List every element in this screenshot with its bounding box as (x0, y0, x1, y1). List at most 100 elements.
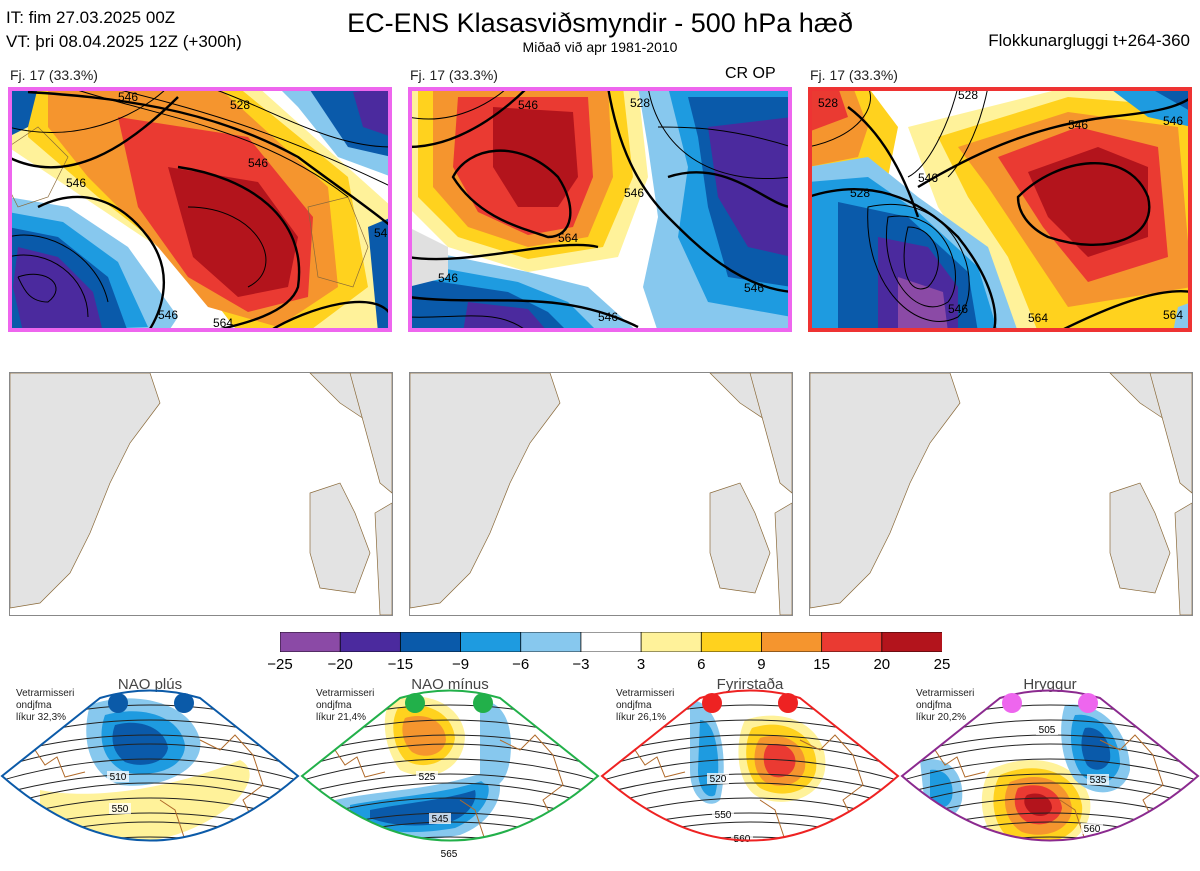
contour-label: 528 (630, 96, 650, 110)
anomaly-shading (981, 760, 1091, 841)
anomaly-shading (1014, 785, 1062, 825)
regime-badge (108, 693, 128, 713)
contour-label: 520 (710, 774, 727, 785)
contour-label: 550 (715, 810, 732, 821)
regime-badge (702, 693, 722, 713)
colorbar-swatch (279, 631, 342, 653)
contour-line (902, 821, 1198, 841)
contour-line (302, 734, 598, 762)
contour-label: 546 (1068, 118, 1088, 132)
anomaly-shading (402, 716, 446, 756)
contour-line (602, 734, 898, 762)
contour-line (602, 743, 898, 775)
contour-line (602, 836, 898, 841)
panel-2-label: Fj. 17 (33.3%) (410, 67, 498, 83)
colorbar-tick-label: −20 (327, 656, 353, 673)
panel-2-border (408, 87, 792, 332)
regime-stat-line: ondjfma (16, 700, 52, 711)
colorbar-tick-label: 20 (873, 656, 891, 673)
valid-time: VT: þri 08.04.2025 12Z (+300h) (6, 32, 242, 51)
contour-line (302, 821, 598, 841)
regime-stat-line: Vetrarmisseri (316, 688, 375, 699)
regime-stats: Vetrarmisseri ondjfma líkur 26,1% (616, 688, 674, 724)
colorbar-tick-label: −25 (267, 656, 293, 673)
contour-line (902, 743, 1198, 775)
regime-stat-line: líkur 20,2% (916, 712, 967, 723)
regime-stat-line: ondjfma (916, 700, 952, 711)
regime-badge (405, 693, 425, 713)
anomaly-shading (698, 720, 719, 797)
contour-label: 525 (419, 772, 436, 783)
contour-label: 546 (374, 226, 392, 240)
contour-label: 564 (213, 316, 233, 330)
anomaly-shading (384, 696, 465, 776)
cluster-map-3[interactable]: 528 528 546 546 546 528 546 564 564 (808, 87, 1192, 332)
anomaly-shading (1081, 727, 1111, 770)
regime-stats: Vetrarmisseri ondjfma líkur 32,3% (16, 688, 74, 724)
colorbar-tick-label: 6 (697, 656, 706, 673)
anomaly-shading (738, 715, 826, 802)
coastline (319, 734, 564, 841)
anomaly-shading (754, 735, 806, 786)
colorbar-tick-label: −3 (572, 656, 590, 673)
panel-3-label: Fj. 17 (33.3%) (810, 67, 898, 83)
colorbar-swatch (640, 631, 703, 653)
colorbar-tick-label: −6 (512, 656, 530, 673)
anomaly-shading (1061, 704, 1130, 793)
contour-label: 528 (850, 186, 870, 200)
contour-label: 546 (248, 156, 268, 170)
contour-label: 510 (110, 772, 127, 783)
regime-badge (778, 693, 798, 713)
anomaly-shading (746, 724, 817, 794)
contour-label: 546 (1163, 114, 1183, 128)
anomaly-shading (40, 760, 250, 841)
contour-label: 528 (818, 96, 838, 110)
regime-stat-line: Vetrarmisseri (616, 688, 675, 699)
contour-label: 546 (158, 308, 178, 322)
regime-stats: Vetrarmisseri ondjfma líkur 21,4% (316, 688, 374, 724)
cluster-map-2[interactable]: 546 528 546 564 546 546 546 (408, 87, 792, 332)
colorbar-swatch (460, 631, 522, 653)
contour-line (302, 836, 598, 841)
contour-label: 546 (118, 90, 138, 104)
colorbar-swatch (700, 631, 763, 653)
cluster-map-1[interactable]: 546 528 546 546 546 564 546 (8, 87, 392, 332)
contour-label: 560 (734, 834, 751, 845)
colorbar-tick-label: 25 (933, 656, 951, 673)
colorbar-tick-label: −15 (387, 656, 414, 673)
contour-label: 546 (948, 302, 968, 316)
regime-title: Fyrirstaða (716, 676, 784, 693)
contour-line (2, 758, 298, 788)
classification-window: Flokkunargluggi t+264-360 (988, 31, 1190, 50)
contour-line (2, 743, 298, 775)
contour-line (602, 797, 898, 827)
contour-label: 528 (958, 88, 978, 102)
contour-label: 560 (1084, 824, 1101, 835)
anomaly-shading (1070, 714, 1120, 783)
regime-badge (1078, 693, 1098, 713)
contour-line (2, 719, 298, 749)
contour-line (302, 797, 598, 827)
header-run-info: IT: fim 27.03.2025 00Z VT: þri 08.04.202… (6, 6, 242, 54)
anomaly-shading (930, 769, 953, 808)
anomaly-shading (86, 698, 201, 786)
contour-line (302, 782, 598, 814)
regime-stat-line: ondjfma (316, 700, 352, 711)
colorbar-swatch (761, 631, 823, 653)
colorbar-swatch (339, 631, 402, 653)
contour-line (602, 758, 898, 788)
contour-line (902, 836, 1198, 841)
anomaly-shading (1024, 793, 1052, 816)
regime-stat-line: Vetrarmisseri (16, 688, 75, 699)
anomaly-shading (1004, 777, 1072, 835)
empty-map-1 (9, 372, 393, 616)
anomaly-shading (690, 700, 724, 804)
anomaly-shading (763, 743, 796, 778)
regime-title: NAO mínus (411, 676, 489, 693)
empty-map-2 (409, 372, 793, 616)
contour-label: 546 (66, 176, 86, 190)
regime-badge (174, 693, 194, 713)
regime-stat-line: líkur 32,3% (16, 712, 67, 723)
colorbar (279, 631, 943, 653)
anomaly-shading (920, 759, 963, 818)
